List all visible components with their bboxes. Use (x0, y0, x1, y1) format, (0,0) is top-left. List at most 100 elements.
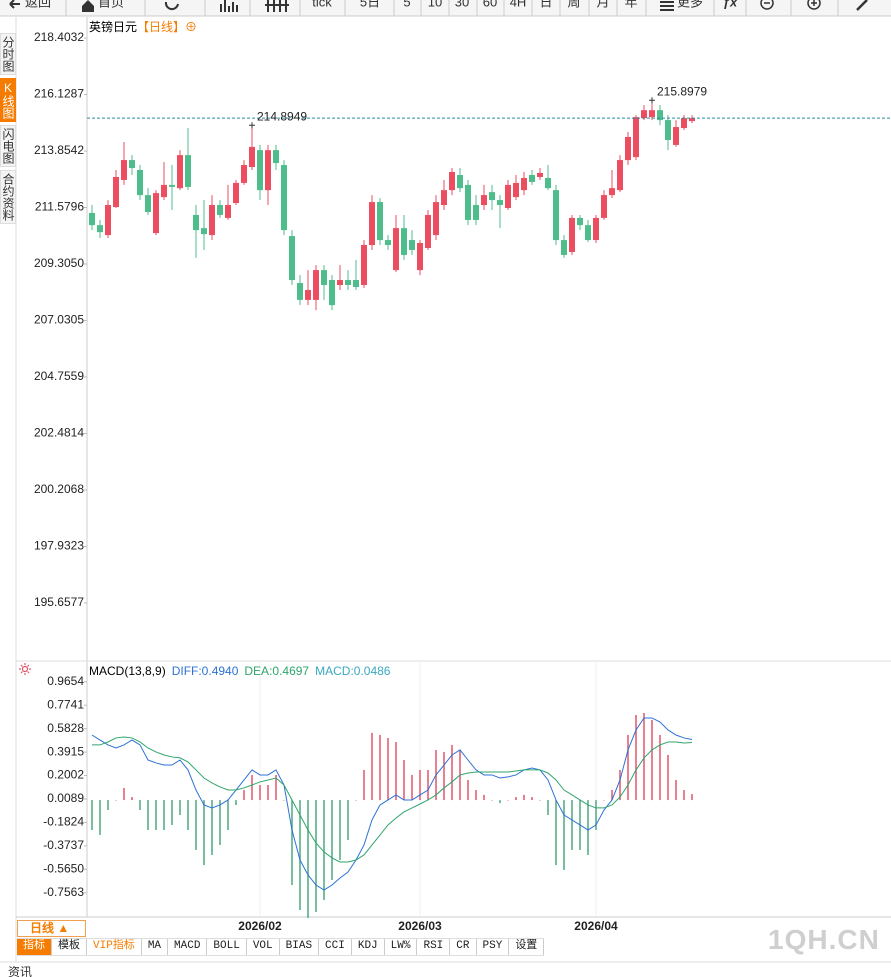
chart-subtitle[interactable]: 【日线】 (137, 20, 186, 34)
add-icon[interactable]: ⊕ (185, 20, 198, 34)
candle-body (177, 155, 183, 189)
indicator-tab[interactable]: VIP指标 (87, 939, 142, 955)
histogram-bar (371, 732, 373, 801)
side-tab[interactable]: 合约资料 (0, 170, 16, 224)
candle-body (193, 214, 199, 231)
indicator-tab[interactable]: 设置 (509, 939, 545, 955)
histogram-bar (403, 759, 405, 801)
toolbar-button[interactable]: 首页 (98, 0, 124, 9)
histogram-bar (347, 800, 349, 841)
histogram-bar (203, 800, 205, 866)
candle-body (225, 205, 231, 218)
settings-icon[interactable] (19, 663, 31, 675)
toolbar-button[interactable]: 60 (483, 0, 497, 9)
histogram-bar (691, 794, 693, 801)
period-label: 日线 (30, 921, 55, 935)
x-tick-label: 2026/04 (574, 919, 618, 933)
home-icon[interactable] (82, 0, 94, 12)
histogram-bar (515, 797, 517, 801)
histogram-bar (107, 800, 109, 811)
side-tab[interactable]: K线图 (0, 78, 16, 122)
toolbar-button[interactable]: 周 (567, 0, 580, 9)
period-tab[interactable]: 日线 ▲ (17, 920, 86, 937)
draw-icon[interactable] (856, 0, 868, 11)
indicator-legend: MACD(13,8,9) DIFF:0.4940 DEA:0.4697 MACD:0.… (89, 664, 390, 678)
back-icon[interactable] (9, 0, 20, 9)
candle-body (497, 200, 503, 206)
candle-body (97, 225, 103, 233)
indicator-tab[interactable]: 模板 (52, 939, 87, 955)
legend-entry: DIFF:0.4940 (171, 664, 239, 678)
y-tick-label: 216.1287 (34, 87, 84, 101)
histogram-bar (539, 799, 541, 801)
histogram-bar (99, 800, 101, 836)
toolbar-button[interactable]: 30 (455, 0, 469, 9)
indicator-tab[interactable]: MACD (168, 939, 208, 955)
y-tick-label: -0.3737 (43, 838, 84, 852)
histogram-bar (659, 734, 661, 801)
fx-icon[interactable]: ƒx (723, 0, 738, 9)
histogram-bar (171, 800, 173, 825)
indicator-tab[interactable]: VOL (247, 939, 280, 955)
candle-body (457, 174, 463, 189)
y-tick-label: 207.0305 (34, 313, 84, 327)
toolbar-button[interactable]: tick (312, 0, 332, 9)
zoom-out-icon[interactable] (760, 0, 774, 10)
side-tab[interactable]: 分时图 (0, 33, 16, 75)
toolbar-button[interactable]: 日 (539, 0, 552, 9)
y-tick-label: -0.1824 (43, 815, 84, 829)
histogram-bar (651, 719, 653, 801)
indicator-tab[interactable]: CCI (319, 939, 352, 955)
y-tick-label: 0.9654 (47, 674, 84, 688)
indicator-tab[interactable]: 指标 (17, 939, 52, 955)
toolbar-button[interactable]: 返回 (25, 0, 51, 9)
histogram-bar (339, 800, 341, 861)
candle-body (313, 270, 319, 300)
toolbar-button[interactable]: 月 (596, 0, 609, 9)
candle-body (113, 176, 119, 208)
toolbar-button[interactable]: 更多 (677, 0, 703, 9)
candle-body (689, 118, 695, 122)
histogram-bar (275, 774, 277, 801)
toolbar-button[interactable]: 4H (510, 0, 527, 9)
histogram-bar (467, 779, 469, 801)
histogram-bar (219, 800, 221, 845)
side-tab[interactable]: 闪电图 (0, 125, 16, 167)
histogram-bar (179, 800, 181, 816)
indicator-tab[interactable]: LW% (385, 939, 418, 955)
toolbar-button[interactable]: 5 (403, 0, 410, 9)
toolbar-button[interactable]: 年 (624, 0, 637, 9)
y-tick-label: 0.3915 (47, 744, 84, 758)
more-icon[interactable] (660, 1, 674, 11)
indicator-tab[interactable]: BOLL (207, 939, 247, 955)
indicator-tab[interactable]: CR (450, 939, 477, 955)
footer-tab[interactable]: 资讯 (8, 965, 33, 977)
candle-body (481, 195, 487, 206)
y-tick-label: 0.5828 (47, 721, 84, 735)
y-tick-label: 211.5796 (35, 200, 84, 214)
zoom-in-icon[interactable] (807, 0, 821, 10)
settings-icon-rays (19, 663, 31, 675)
y-tick-label: -0.5650 (43, 861, 84, 875)
indicator-tab[interactable]: MA (142, 939, 169, 955)
histogram-bar (451, 744, 453, 801)
indicator-tab[interactable]: PSY (477, 939, 510, 955)
toolbar-button[interactable]: 5日 (360, 0, 380, 9)
indicator-tab[interactable]: RSI (417, 939, 451, 955)
candle-body (529, 174, 535, 182)
refresh-icon[interactable] (164, 1, 179, 11)
x-tick-label: 2026/03 (398, 919, 442, 933)
chart-legend: 英镑日元【日线】⊕ (89, 18, 197, 35)
toolbar-button[interactable]: 10 (428, 0, 442, 9)
candle-body (369, 202, 375, 246)
legend-entry: MACD:0.0486 (315, 664, 391, 678)
indicator-tab[interactable]: KDJ (352, 939, 385, 955)
histogram-bar (195, 800, 197, 850)
histogram-bar (227, 800, 229, 830)
histogram-bar (603, 799, 605, 801)
histogram-bar (147, 800, 149, 830)
candle-icon[interactable] (265, 0, 289, 12)
chart-icon[interactable] (220, 0, 238, 12)
candle-body (185, 155, 191, 187)
indicator-tab[interactable]: BIAS (280, 939, 320, 955)
